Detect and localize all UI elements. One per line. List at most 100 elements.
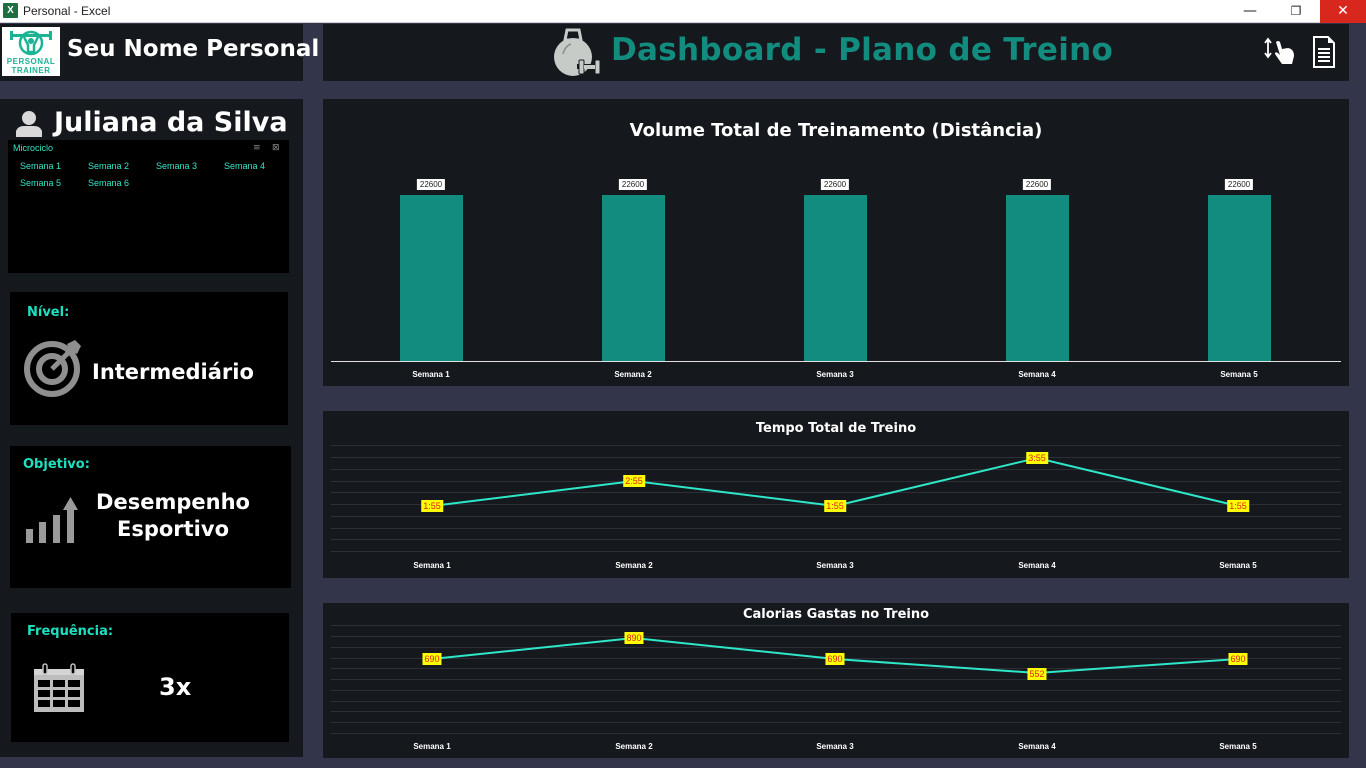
x-tick-label: Semana 1: [412, 370, 450, 379]
window-title: Personal - Excel: [23, 4, 111, 18]
gridline: [331, 528, 1341, 529]
close-button[interactable]: ✕: [1320, 0, 1366, 23]
slicer-item-semana-1[interactable]: Semana 1: [20, 161, 62, 171]
x-tick-label: Semana 3: [816, 370, 854, 379]
data-label: 890: [624, 632, 644, 644]
gridline: [331, 711, 1341, 712]
gridline: [331, 481, 1341, 482]
gridline: [331, 492, 1341, 493]
bar-label: 22600: [416, 179, 446, 190]
x-tick-label: Semana 4: [1018, 742, 1056, 751]
logo-text-line2: TRAINER: [11, 66, 51, 75]
bar-label: 22600: [820, 179, 850, 190]
multi-select-icon[interactable]: ≡: [253, 143, 261, 153]
gridline: [331, 636, 1341, 637]
bar-semana-2[interactable]: [602, 195, 665, 361]
data-label: 690: [825, 653, 845, 665]
x-tick-label: Semana 5: [1219, 561, 1257, 570]
calorias-chart-title: Calorias Gastas no Treino: [742, 607, 930, 622]
user-icon: [15, 110, 43, 137]
data-label: 690: [1228, 653, 1248, 665]
data-label: 1:55: [1227, 500, 1249, 512]
bar-label: 22600: [1224, 179, 1254, 190]
scroll-hand-icon[interactable]: [1264, 34, 1298, 68]
calendar-icon: [33, 663, 85, 713]
x-tick-label: Semana 2: [615, 742, 653, 751]
bar-semana-3[interactable]: [804, 195, 867, 361]
x-tick-label: Semana 2: [615, 561, 653, 570]
excel-icon: X: [3, 3, 18, 18]
gridline: [331, 722, 1341, 723]
bar-label: 22600: [1022, 179, 1052, 190]
gridline: [331, 733, 1341, 734]
x-tick-label: Semana 5: [1219, 742, 1257, 751]
bar-label: 22600: [618, 179, 648, 190]
slicer-item-semana-2[interactable]: Semana 2: [88, 161, 130, 171]
minimize-button[interactable]: —: [1243, 3, 1257, 19]
data-label: 690: [422, 653, 442, 665]
gridline: [331, 539, 1341, 540]
gridline: [331, 551, 1341, 552]
data-label: 552: [1027, 668, 1047, 680]
volume-chart[interactable]: Volume Total de Treinamento (Distância) …: [323, 99, 1349, 386]
tempo-line-series: [431, 456, 1239, 508]
objetivo-value-line1: Desempenho: [96, 490, 250, 514]
objetivo-label: Objetivo:: [23, 457, 90, 472]
gridline: [331, 516, 1341, 517]
gridline: [331, 625, 1341, 626]
bar-semana-4[interactable]: [1006, 195, 1069, 361]
data-label: 1:55: [824, 500, 846, 512]
gridline: [331, 679, 1341, 680]
calorias-chart[interactable]: Calorias Gastas no Treino 690 890 690 55…: [323, 603, 1349, 758]
target-icon: [23, 338, 83, 398]
document-icon[interactable]: [1312, 36, 1336, 68]
data-label: 1:55: [421, 500, 443, 512]
restore-button[interactable]: ❐: [1290, 4, 1302, 18]
gridline: [331, 445, 1341, 446]
logo-text-line1: PERSONAL: [6, 57, 56, 66]
microciclo-slicer: Microciclo ≡ ⊠ Semana 1 Semana 2 Semana …: [8, 140, 289, 273]
growth-chart-icon: [25, 495, 81, 547]
nivel-card: Nível: Intermediário: [10, 292, 288, 425]
gridline: [331, 647, 1341, 648]
slicer-item-semana-6[interactable]: Semana 6: [88, 178, 130, 188]
gridline: [331, 668, 1341, 669]
nivel-value: Intermediário: [92, 360, 254, 384]
x-tick-label: Semana 1: [413, 742, 451, 751]
frequencia-value: 3x: [159, 673, 192, 701]
data-label: 3:55: [1026, 452, 1048, 464]
x-tick-label: Semana 3: [816, 561, 854, 570]
objetivo-value-line2: Esportivo: [116, 517, 229, 541]
slicer-item-semana-4[interactable]: Semana 4: [224, 161, 266, 171]
kettlebell-dumbbell-icon: [554, 28, 603, 76]
x-tick-label: Semana 4: [1018, 561, 1056, 570]
client-panel: Juliana da Silva Microciclo ≡ ⊠ Semana 1…: [0, 99, 303, 757]
client-name: Juliana da Silva: [54, 107, 288, 138]
frequencia-label: Frequência:: [27, 624, 114, 639]
x-tick-label: Semana 4: [1018, 370, 1056, 379]
nivel-label: Nível:: [27, 305, 70, 320]
personal-trainer-logo: PERSONAL TRAINER: [2, 27, 60, 76]
volume-chart-title: Volume Total de Treinamento (Distância): [629, 120, 1043, 141]
brand-name: Seu Nome Personal: [67, 36, 320, 62]
x-tick-label: Semana 5: [1220, 370, 1258, 379]
calorias-line-series: [431, 636, 1239, 675]
tempo-chart-title: Tempo Total de Treino: [755, 421, 917, 436]
x-tick-label: Semana 3: [816, 742, 854, 751]
slicer-item-semana-5[interactable]: Semana 5: [20, 178, 62, 188]
bar-semana-1[interactable]: [400, 195, 463, 361]
brand-panel: PERSONAL TRAINER Seu Nome Personal: [0, 24, 319, 81]
tempo-chart[interactable]: Tempo Total de Treino 1:55 2:55 1:55 3:5…: [323, 411, 1349, 578]
slicer-item-semana-3[interactable]: Semana 3: [156, 161, 198, 171]
objetivo-card: Objetivo: Desempenho Esportivo: [10, 446, 291, 588]
bar-semana-5[interactable]: [1208, 195, 1271, 361]
x-axis-line: [331, 361, 1341, 362]
header-panel: Dashboard - Plano de Treino: [323, 24, 1349, 81]
x-tick-label: Semana 2: [614, 370, 652, 379]
frequencia-card: Frequência: 3x: [11, 613, 289, 742]
gridline: [331, 469, 1341, 470]
weightlifter-icon: [10, 30, 52, 56]
gridline: [331, 690, 1341, 691]
clear-filter-icon[interactable]: ⊠: [272, 143, 280, 153]
window-titlebar: X Personal - Excel — ❐ ✕: [0, 0, 1366, 23]
